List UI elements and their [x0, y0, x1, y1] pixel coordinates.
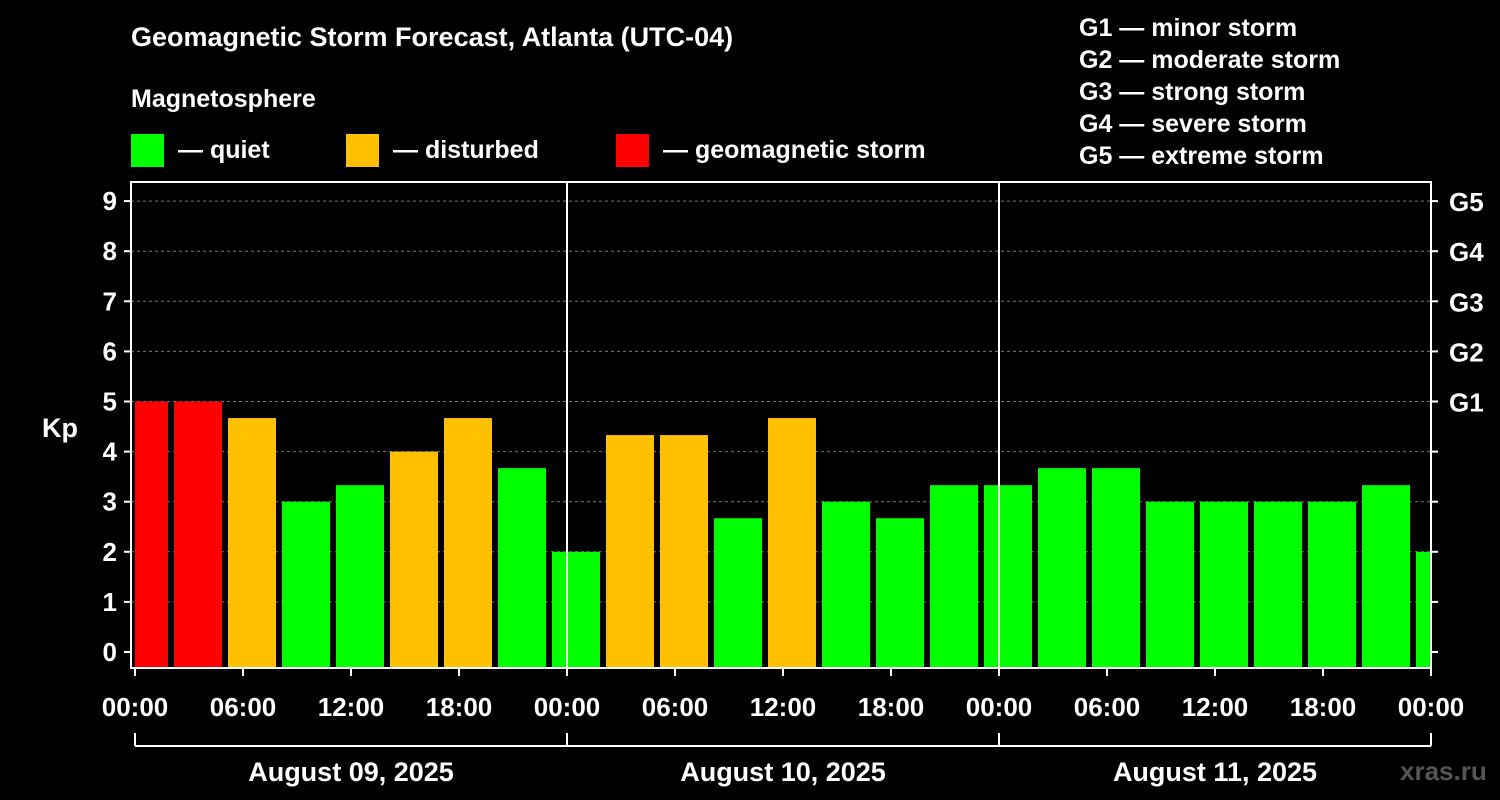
kp-bar	[336, 485, 384, 668]
x-tick-label: 00:00	[1398, 692, 1465, 722]
kp-bar	[228, 418, 276, 668]
kp-bar	[1092, 468, 1140, 668]
kp-bar	[768, 418, 816, 668]
y-axis-label: Kp	[42, 413, 78, 443]
kp-bar	[714, 518, 762, 668]
kp-bar	[1362, 485, 1410, 668]
x-tick-label: 18:00	[1290, 692, 1357, 722]
y-tick-label: 4	[103, 437, 118, 467]
kp-bar	[876, 518, 924, 668]
x-tick-label: 00:00	[966, 692, 1033, 722]
x-tick-label: 12:00	[1182, 692, 1249, 722]
kp-bar	[930, 485, 978, 668]
chart-title: Geomagnetic Storm Forecast, Atlanta (UTC…	[131, 22, 734, 52]
watermark: xras.ru	[1400, 756, 1487, 786]
legend-item-storm: — geomagnetic storm	[616, 133, 926, 167]
g-scale-label: G4	[1449, 237, 1484, 267]
g-scale-label: G1	[1449, 388, 1484, 418]
g-scale-label: G5	[1449, 187, 1484, 217]
kp-bar	[1146, 501, 1194, 668]
y-tick-label: 3	[103, 487, 117, 517]
y-tick-label: 5	[103, 387, 117, 417]
y-tick-label: 8	[103, 236, 117, 266]
kp-bar	[390, 451, 438, 668]
legend-label-storm: — geomagnetic storm	[663, 135, 926, 164]
x-tick-label: 12:00	[750, 692, 817, 722]
kp-bar	[1416, 551, 1431, 668]
g-level-legend: G1 — minor storm G2 — moderate storm G3 …	[1079, 12, 1340, 172]
y-tick-label: 2	[103, 537, 117, 567]
legend-swatch-disturbed	[346, 133, 379, 167]
date-label: August 10, 2025	[680, 757, 886, 787]
legend-item-quiet: — quiet	[131, 133, 270, 167]
kp-bar	[660, 435, 708, 668]
legend-swatch-storm	[616, 133, 649, 167]
x-tick-label: 18:00	[858, 692, 925, 722]
legend-item-disturbed: — disturbed	[346, 133, 539, 167]
x-tick-label: 06:00	[1074, 692, 1141, 722]
x-tick-label: 06:00	[642, 692, 709, 722]
x-tick-label: 00:00	[534, 692, 601, 722]
g-level-g1: G1 — minor storm	[1079, 14, 1298, 42]
kp-bar	[444, 418, 492, 668]
kp-bar	[498, 468, 546, 668]
kp-bar	[1038, 468, 1086, 668]
plot-frame	[130, 181, 1432, 669]
g-level-g2: G2 — moderate storm	[1079, 46, 1341, 74]
y-tick-label: 6	[103, 336, 117, 366]
g-level-g3: G3 — strong storm	[1079, 78, 1306, 106]
x-tick-label: 06:00	[210, 692, 277, 722]
kp-bar	[552, 551, 600, 668]
legend-label-disturbed: — disturbed	[393, 135, 539, 164]
legend-swatch-quiet	[131, 133, 164, 167]
date-label: August 11, 2025	[1113, 757, 1317, 787]
kp-bar	[822, 501, 870, 668]
g-scale-label: G3	[1449, 287, 1484, 317]
kp-bar	[1308, 501, 1356, 668]
y-tick-label: 0	[103, 637, 117, 667]
kp-bar	[174, 401, 222, 668]
kp-bar	[606, 435, 654, 668]
y-tick-label: 7	[103, 286, 117, 316]
kp-bar	[135, 401, 168, 668]
magnetosphere-label: Magnetosphere	[131, 85, 316, 113]
legend-label-quiet: — quiet	[178, 135, 270, 164]
y-tick-label: 9	[103, 186, 117, 216]
x-tick-label: 12:00	[318, 692, 385, 722]
g-scale-label: G2	[1449, 337, 1484, 367]
kp-bar	[1254, 501, 1302, 668]
kp-bar	[1200, 501, 1248, 668]
kp-bar	[282, 501, 330, 668]
x-tick-label: 00:00	[102, 692, 169, 722]
g-level-g4: G4 — severe storm	[1079, 110, 1307, 138]
kp-bar	[984, 485, 1032, 668]
x-tick-label: 18:00	[426, 692, 493, 722]
g-level-g5: G5 — extreme storm	[1079, 142, 1324, 170]
y-tick-label: 1	[103, 587, 117, 617]
date-label: August 09, 2025	[248, 757, 454, 787]
